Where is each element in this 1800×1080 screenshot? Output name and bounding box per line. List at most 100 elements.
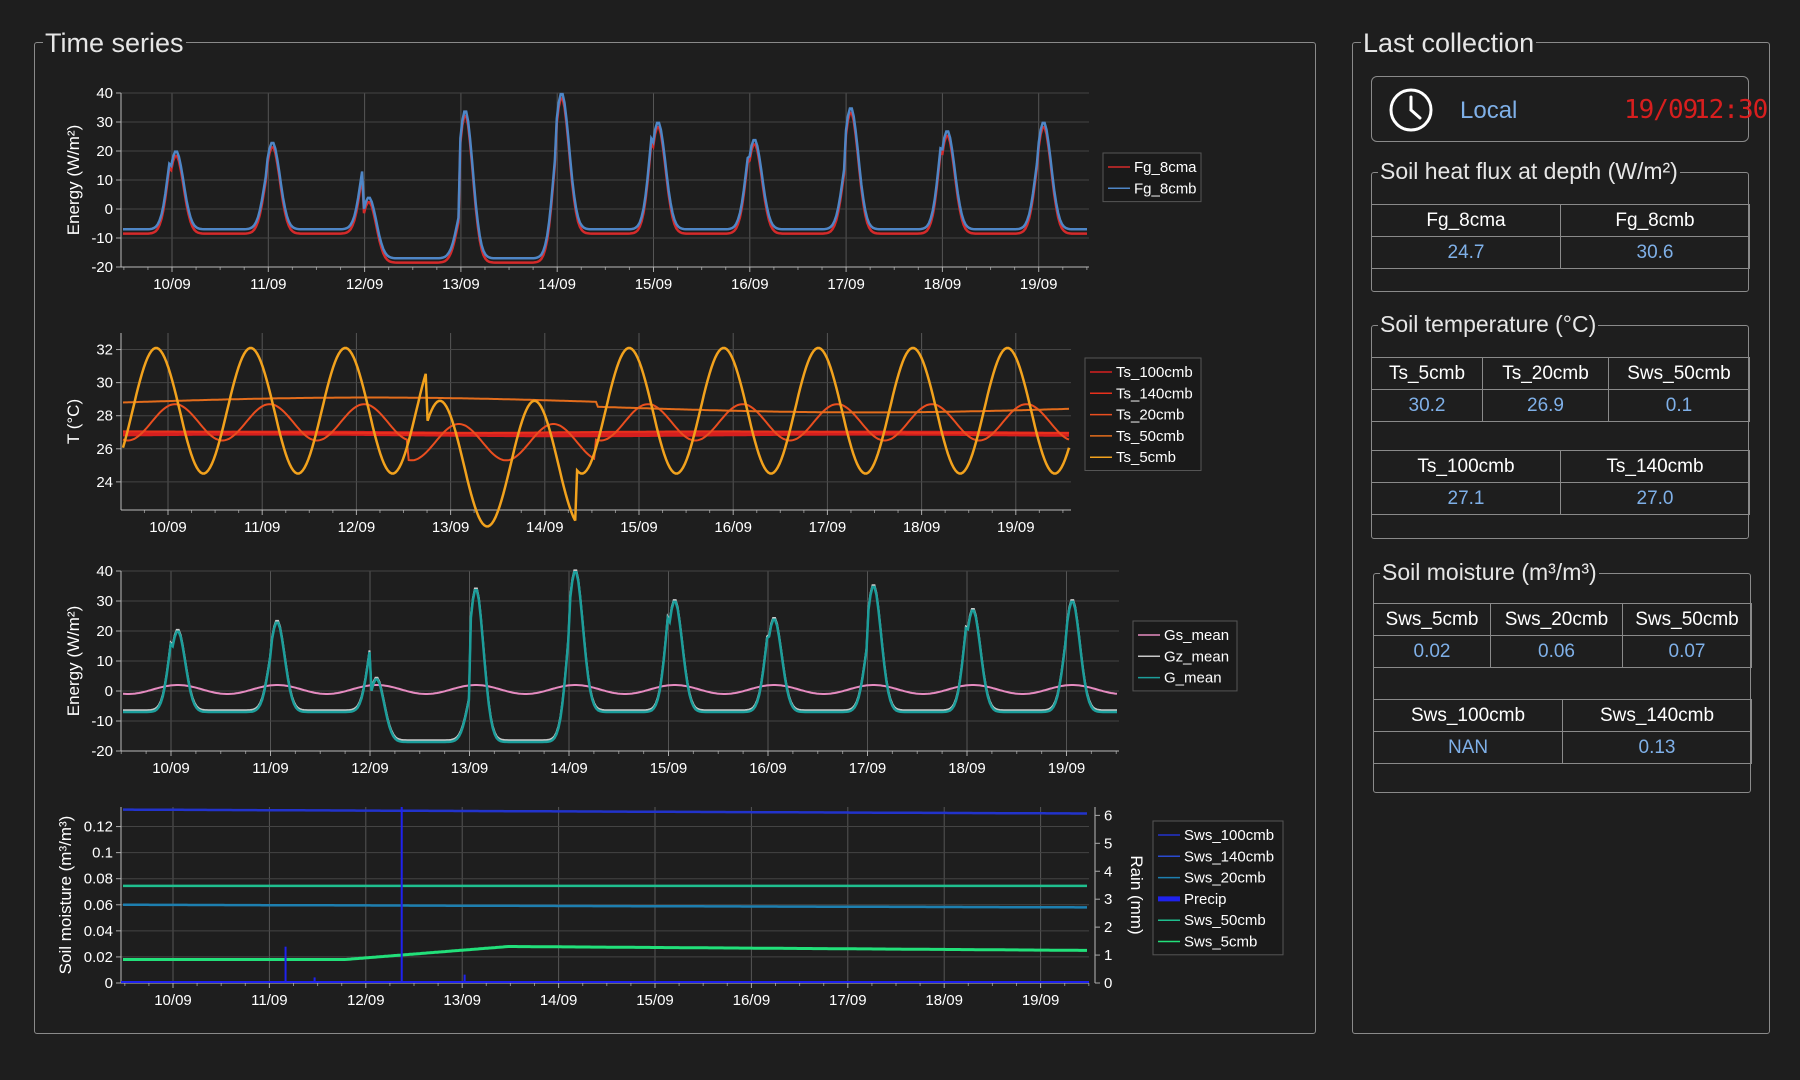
legend-label: Ts_100cmb [1116,364,1193,381]
table-header: Ts_5cmb [1371,357,1483,390]
x-tick-label: 17/09 [829,992,867,1009]
y-tick-label: 0.04 [84,923,113,940]
series-line [122,403,1070,462]
legend-label: Sws_20cmb [1184,870,1266,887]
time-series-panel: Time series 10/09 11/09 12/09 13/09 14/09 15/… [34,27,1316,1034]
y-tick-label: 24 [96,474,113,491]
table-header: Fg_8cmb [1560,204,1750,237]
x-tick-label: 12/09 [351,760,389,777]
x-tick-label: 16/09 [731,276,769,293]
time-series-title: Time series [43,27,186,59]
y-tick-label: 26 [96,441,113,458]
y-axis-label: T (°C) [64,399,83,444]
x-tick-label: 11/09 [252,760,288,777]
y-tick-label: 40 [96,85,113,102]
series-line [122,684,1118,695]
table-header: Sws_5cmb [1373,603,1491,636]
x-tick-label: 14/09 [540,992,578,1009]
y-tick-label: 32 [96,342,113,359]
y-tick-label: -20 [91,259,113,276]
x-tick-label: 16/09 [733,992,771,1009]
table-header: Sws_20cmb [1490,603,1623,636]
series-line [123,569,1117,742]
x-tick-label: 19/09 [1048,760,1086,777]
legend-label: Sws_50cmb [1184,912,1266,929]
x-tick-label: 15/09 [620,519,658,536]
y2-tick-label: 6 [1104,807,1112,824]
legend: Gs_mean Gz_mean G_mean [1132,620,1238,692]
table-value: 0.13 [1562,731,1752,764]
x-tick-label: 12/09 [338,519,376,536]
legend-label: Gz_mean [1164,648,1229,665]
legend-label: Sws_140cmb [1184,848,1274,865]
series-line [123,808,1087,815]
table-header: Fg_8cma [1371,204,1561,237]
chart-1: 10/09 11/09 12/09 13/09 14/09 15/09 16/09 17/09… [64,85,1202,293]
x-tick-label: 11/09 [244,519,280,536]
x-tick-label: 16/09 [714,519,752,536]
y2-tick-label: 2 [1104,919,1112,936]
table-value: 0.02 [1373,635,1491,668]
soil-moisture-title: Soil moisture (m³/m³) [1380,558,1599,586]
heat-flux-panel: Soil heat flux at depth (W/m²) Fg_8cma F… [1371,157,1750,292]
clock-icon [1389,88,1433,132]
table-value: 24.7 [1371,236,1561,269]
series-line [121,346,1071,528]
x-tick-label: 12/09 [346,276,384,293]
table-value: 0.07 [1622,635,1752,668]
table-header: Sws_100cmb [1373,699,1563,732]
table-value: NAN [1373,731,1563,764]
series-line [123,92,1087,260]
x-tick-label: 18/09 [924,276,962,293]
y2-tick-label: 5 [1104,835,1112,852]
y-tick-label: 20 [96,143,113,160]
x-tick-label: 13/09 [443,992,481,1009]
y-tick-label: 30 [96,114,113,131]
y-tick-label: 40 [96,563,113,580]
chart-3: 10/09 11/09 12/09 13/09 14/09 15/09 16/09 17/09… [64,563,1238,777]
y-axis-label: Energy (W/m²) [64,606,83,717]
table-value: 30.2 [1371,389,1483,422]
y-tick-label: 30 [96,593,113,610]
y-tick-label: 0 [105,683,113,700]
clock-timezone-label: Local [1460,97,1518,124]
x-tick-label: 17/09 [809,519,847,536]
x-tick-label: 10/09 [149,519,187,536]
series-line [122,396,1070,414]
chart-2: 10/09 11/09 12/09 13/09 14/09 15/09 16/09 17/09… [64,333,1202,536]
x-tick-label: 17/09 [849,760,887,777]
legend-label: Fg_8cma [1134,159,1197,176]
last-collection-title: Last collection [1361,27,1537,59]
legend-label: Precip [1184,891,1227,908]
x-tick-label: 15/09 [635,276,673,293]
y-tick-label: 10 [96,172,113,189]
y-tick-label: 20 [96,623,113,640]
x-tick-label: 18/09 [925,992,963,1009]
x-tick-label: 13/09 [442,276,480,293]
table-value: 26.9 [1482,389,1609,422]
heat-flux-title: Soil heat flux at depth (W/m²) [1378,157,1680,185]
soil-temperature-table-1: Ts_5cmb Ts_20cmb Sws_50cmb 30.2 26.9 0.1 [1371,357,1750,422]
x-tick-label: 13/09 [432,519,470,536]
x-tick-label: 12/09 [347,992,385,1009]
y-tick-label: 10 [96,653,113,670]
table-header: Sws_140cmb [1562,699,1752,732]
series-line [123,903,1087,909]
x-tick-label: 19/09 [1020,276,1058,293]
x-tick-label: 11/09 [250,276,286,293]
y-axis-label: Soil moisture (m³/m³) [56,816,75,975]
legend-label: Ts_50cmb [1116,428,1184,445]
x-tick-label: 14/09 [526,519,564,536]
clock-box: Local 19/09 12:30 [1371,76,1768,142]
table-value: 27.1 [1371,482,1561,515]
y-tick-label: 0.1 [92,845,113,862]
x-tick-label: 13/09 [451,760,489,777]
x-tick-label: 14/09 [538,276,576,293]
y2-axis-label: Rain (mm) [1127,855,1146,934]
table-header: Sws_50cmb [1608,357,1750,390]
table-header: Ts_140cmb [1560,450,1750,483]
legend-label: Ts_5cmb [1116,449,1176,466]
legend: Fg_8cma Fg_8cmb [1102,152,1202,203]
y2-tick-label: 4 [1104,863,1112,880]
legend: Sws_100cmb Sws_140cmb Sws_20cmb Precip Sws_5… [1152,820,1284,956]
